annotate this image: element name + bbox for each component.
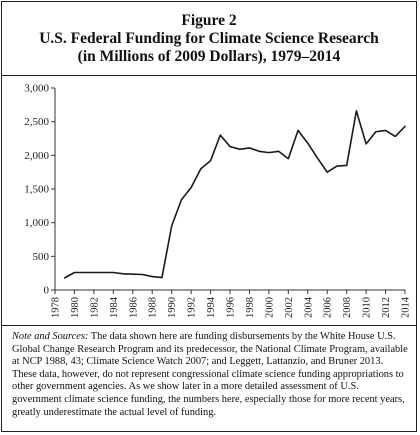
- x-tick-label: 1982: [89, 297, 100, 318]
- x-tick-label: 2014: [401, 296, 412, 318]
- x-tick-label: 1980: [70, 297, 81, 318]
- y-tick-label: 2,000: [24, 150, 49, 162]
- x-tick-label: 1978: [51, 297, 62, 318]
- x-tick-label: 2010: [362, 297, 373, 318]
- x-tick-label: 2002: [284, 297, 295, 318]
- y-tick-label: 500: [33, 251, 50, 263]
- figure-title-line2: (in Millions of 2009 Dollars), 1979–2014: [77, 48, 341, 65]
- title-divider: [2, 75, 416, 76]
- line-chart: 0 500 1,000 1,500 2,000 2,500 3,000 1978 1980 198…: [24, 83, 412, 319]
- figure-label: Figure 2: [181, 12, 237, 29]
- y-tick-label: 3,000: [24, 83, 49, 95]
- x-tick-label: 2008: [342, 297, 353, 318]
- x-tick-label: 1992: [187, 297, 198, 318]
- y-tick-label: 1,000: [24, 217, 49, 229]
- funding-series-line: [63, 110, 406, 279]
- x-tick-label: 1988: [148, 297, 159, 318]
- x-tick-label: 1986: [128, 297, 139, 318]
- notes-text: The data shown here are funding disburse…: [12, 331, 408, 418]
- x-tick-label: 1990: [167, 297, 178, 318]
- x-tick-label: 2004: [303, 296, 314, 318]
- x-tick-label: 1994: [206, 296, 217, 318]
- x-tick-label: 2006: [323, 297, 334, 318]
- figure-title-line1: U.S. Federal Funding for Climate Science…: [39, 30, 379, 47]
- x-tick-label: 1998: [245, 297, 256, 318]
- y-tick-label: 2,500: [24, 116, 49, 128]
- x-tick-label: 2000: [264, 297, 275, 318]
- x-tick-label: 2012: [381, 297, 392, 318]
- notes-divider: [2, 325, 416, 326]
- y-tick-label: 1,500: [24, 184, 49, 196]
- x-tick-label: 1996: [226, 297, 237, 318]
- x-tick-label: 1984: [109, 296, 120, 318]
- notes-heading: Note and Sources:: [12, 331, 89, 342]
- notes-and-sources: Note and Sources: The data shown here ar…: [12, 331, 408, 419]
- y-tick-label: 0: [44, 285, 50, 297]
